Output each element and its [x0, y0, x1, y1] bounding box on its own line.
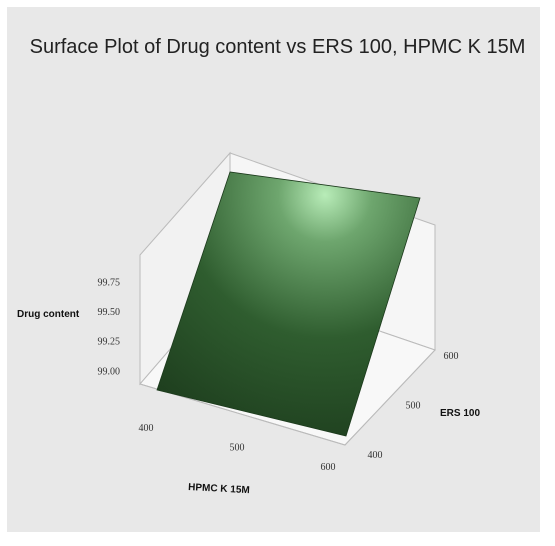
surface-mesh	[156, 171, 421, 437]
x-tick-label: 600	[321, 462, 336, 473]
z-tick-label: 99.00	[98, 366, 121, 377]
y-axis-label: ERS 100	[440, 408, 480, 419]
chart-title: Surface Plot of Drug content vs ERS 100,…	[29, 36, 526, 58]
x-axis-label: HPMC K 15M	[188, 482, 250, 496]
z-tick-label: 99.50	[98, 307, 121, 318]
z-tick-label: 99.75	[98, 278, 121, 289]
y-tick-label: 600	[444, 351, 459, 362]
x-tick-label: 500	[230, 443, 245, 454]
z-tick-label: 99.25	[98, 337, 121, 348]
y-tick-label: 400	[368, 450, 383, 461]
z-axis-label: Drug content	[17, 309, 80, 320]
y-tick-label: 500	[406, 401, 421, 412]
x-tick-label: 400	[139, 423, 154, 434]
